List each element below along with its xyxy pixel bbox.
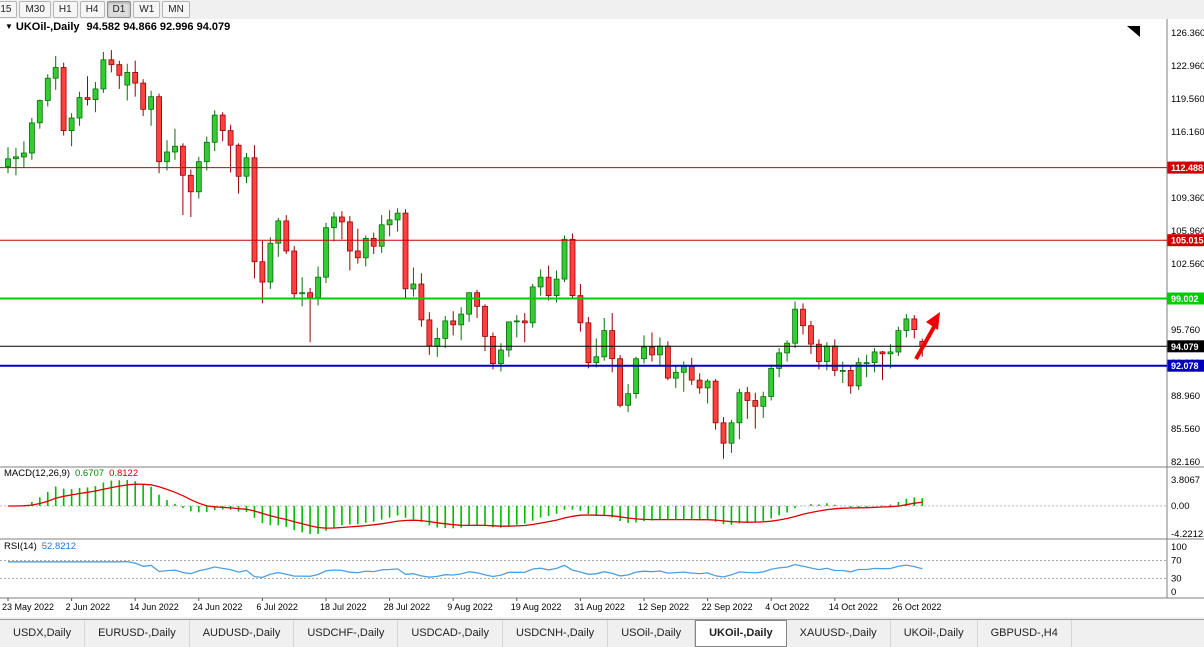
svg-text:0: 0 <box>1171 587 1176 598</box>
svg-text:116.160: 116.160 <box>1171 127 1204 138</box>
current-price-line-tag <box>1167 340 1204 353</box>
chart-tab-10[interactable]: GBPUSD-,H4 <box>978 620 1072 647</box>
macd-name: MACD(12,26,9) <box>4 468 70 479</box>
chart-title: ▼ UKOil-,Daily 94.582 94.866 92.996 94.079 <box>5 21 230 33</box>
svg-text:31 Aug 2022: 31 Aug 2022 <box>574 602 625 612</box>
chart-background <box>0 19 1204 617</box>
svg-text:126.360: 126.360 <box>1171 28 1204 39</box>
svg-text:95.760: 95.760 <box>1171 325 1200 336</box>
svg-text:26 Oct 2022: 26 Oct 2022 <box>892 602 941 612</box>
chart-tab-2[interactable]: AUDUSD-,Daily <box>190 620 295 647</box>
chart-symbol-label: UKOil-,Daily <box>15 21 80 33</box>
rsi-value: 52.8212 <box>41 541 77 552</box>
macd-signal-line <box>8 483 923 529</box>
svg-text:19 Aug 2022: 19 Aug 2022 <box>511 602 562 612</box>
resistance-line-lower-tag <box>1167 234 1204 247</box>
timeframe-button-m30[interactable]: M30 <box>19 1 51 18</box>
rsi-name: RSI(14) <box>4 541 37 552</box>
rsi-indicator-label: RSI(14) 52.8212 <box>4 541 76 552</box>
svg-text:18 Jul 2022: 18 Jul 2022 <box>320 602 367 612</box>
svg-text:105.015: 105.015 <box>1171 236 1204 246</box>
timeframe-button-w1[interactable]: W1 <box>133 1 161 18</box>
chart-ohlc-values: 94.582 94.866 92.996 94.079 <box>86 21 231 33</box>
svg-text:119.560: 119.560 <box>1171 94 1204 105</box>
macd-panel: 3.8067 0.00 -4.2212 <box>0 475 1203 540</box>
svg-text:112.488: 112.488 <box>1171 163 1203 173</box>
timeframe-button-h1[interactable]: H1 <box>52 1 78 18</box>
macd-signal-value: 0.8122 <box>109 468 139 479</box>
timeframe-button-m15[interactable]: M15 <box>0 1 18 18</box>
rsi-panel: 100 70 30 0 <box>0 542 1187 598</box>
green-level-line-tag <box>1167 292 1204 305</box>
chart-tab-6[interactable]: USOil-,Daily <box>608 620 696 647</box>
level-lines-layer[interactable]: 112.488 105.015 99.002 94.079 92.078 <box>0 161 1204 372</box>
svg-text:70: 70 <box>1171 556 1182 567</box>
chart-tab-bar: USDX,Daily EURUSD-,Daily AUDUSD-,Daily USDC… <box>0 619 1204 647</box>
svg-text:88.960: 88.960 <box>1171 391 1200 402</box>
date-axis: 23 May 2022 2 Jun 2022 14 Jun 2022 24 Jun 2… <box>2 598 941 612</box>
svg-text:23 May 2022: 23 May 2022 <box>2 602 54 612</box>
macd-indicator-label: MACD(12,26,9) 0.6707 0.8122 <box>4 468 138 479</box>
svg-text:-4.2212: -4.2212 <box>1171 529 1203 540</box>
timeframe-toolbar: M15M30H1H4D1W1MN <box>0 0 1204 20</box>
svg-text:105.960: 105.960 <box>1171 226 1204 237</box>
svg-text:2 Jun 2022: 2 Jun 2022 <box>66 602 111 612</box>
svg-text:122.960: 122.960 <box>1171 61 1204 72</box>
chart-tab-4[interactable]: USDCAD-,Daily <box>398 620 503 647</box>
svg-text:6 Jul 2022: 6 Jul 2022 <box>256 602 298 612</box>
svg-text:0.00: 0.00 <box>1171 501 1190 512</box>
svg-text:9 Aug 2022: 9 Aug 2022 <box>447 602 493 612</box>
svg-text:30: 30 <box>1171 574 1182 585</box>
svg-text:14 Oct 2022: 14 Oct 2022 <box>829 602 878 612</box>
chart-tab-1[interactable]: EURUSD-,Daily <box>85 620 190 647</box>
rsi-line <box>8 560 923 579</box>
chart-tab-0[interactable]: USDX,Daily <box>0 620 86 647</box>
timeframe-button-h4[interactable]: H4 <box>79 1 105 18</box>
timeframe-button-mn[interactable]: MN <box>162 1 190 18</box>
chart-tab-7[interactable]: UKOil-,Daily <box>695 620 787 647</box>
chart-tab-5[interactable]: USDCNH-,Daily <box>503 620 609 647</box>
chart-tab-3[interactable]: USDCHF-,Daily <box>294 620 399 647</box>
chart-shift-marker-icon[interactable] <box>1127 26 1140 37</box>
chart-tab-9[interactable]: UKOil-,Daily <box>891 620 978 647</box>
svg-text:14 Jun 2022: 14 Jun 2022 <box>129 602 179 612</box>
candles-layer <box>5 50 926 459</box>
timeframe-button-d1[interactable]: D1 <box>106 1 132 18</box>
dropdown-triangle-icon: ▼ <box>5 22 13 31</box>
svg-text:102.560: 102.560 <box>1171 259 1204 270</box>
buy-signal-arrow[interactable] <box>914 312 940 360</box>
svg-text:24 Jun 2022: 24 Jun 2022 <box>193 602 243 612</box>
svg-text:22 Sep 2022: 22 Sep 2022 <box>702 602 753 612</box>
chart-tab-8[interactable]: XAUUSD-,Daily <box>787 620 891 647</box>
svg-text:92.078: 92.078 <box>1171 361 1199 371</box>
svg-text:4 Oct 2022: 4 Oct 2022 <box>765 602 809 612</box>
svg-text:100: 100 <box>1171 542 1187 553</box>
svg-text:109.360: 109.360 <box>1171 193 1204 204</box>
macd-main-value: 0.6707 <box>75 468 105 479</box>
svg-text:82.160: 82.160 <box>1171 457 1200 468</box>
svg-text:28 Jul 2022: 28 Jul 2022 <box>384 602 431 612</box>
resistance-line-upper-tag <box>1167 161 1204 174</box>
svg-text:94.079: 94.079 <box>1171 342 1199 352</box>
svg-text:12 Sep 2022: 12 Sep 2022 <box>638 602 689 612</box>
svg-text:3.8067: 3.8067 <box>1171 475 1200 486</box>
svg-text:99.002: 99.002 <box>1171 294 1199 304</box>
blue-support-line-tag <box>1167 359 1204 372</box>
svg-text:85.560: 85.560 <box>1171 424 1200 435</box>
